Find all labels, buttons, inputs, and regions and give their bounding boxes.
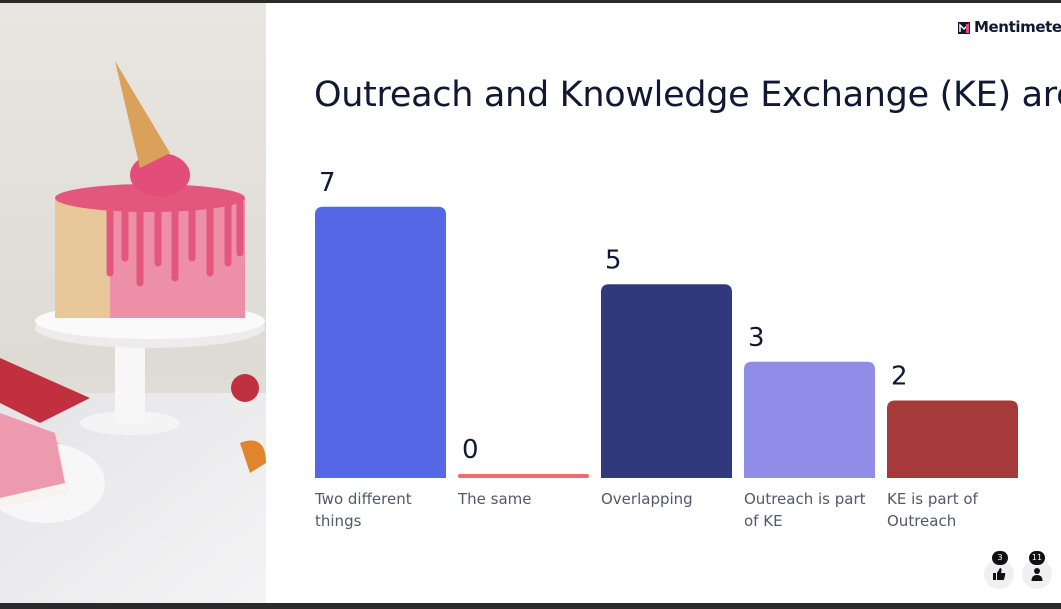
category-label: The same: [458, 490, 532, 508]
category-label: Two different things: [315, 490, 412, 530]
bar: [887, 400, 1018, 478]
like-button[interactable]: [984, 559, 1014, 589]
bar: [315, 206, 446, 478]
value-label: 5: [605, 245, 622, 275]
like-icon: [993, 568, 1006, 580]
category-label: Outreach is part of KE: [744, 490, 866, 530]
value-label: 0: [462, 435, 479, 465]
likes-count: 3: [992, 551, 1008, 565]
brand-name: Mentimeter: [974, 18, 1061, 36]
bar: [458, 474, 589, 478]
cake-photo: [0, 3, 266, 603]
chart: 7 0 5 3 2: [315, 168, 1018, 478]
participants-button[interactable]: [1022, 559, 1052, 589]
value-label: 7: [319, 168, 336, 198]
bar: [601, 284, 732, 478]
participants-count: 11: [1029, 551, 1045, 565]
category-label: KE is part of Outreach: [887, 490, 978, 530]
chart-title: Outreach and Knowledge Exchange (KE) are…: [314, 75, 1061, 115]
brand-icon: [958, 22, 970, 34]
slide: Mentimeter Outreach and Knowledge Exchan…: [0, 3, 1061, 603]
participant-icon: [1031, 568, 1043, 581]
brand-logo[interactable]: Mentimeter: [974, 18, 1061, 36]
bar: [744, 361, 875, 478]
category-label: Overlapping: [601, 490, 693, 508]
value-label: 2: [891, 362, 908, 392]
value-label: 3: [748, 323, 765, 353]
